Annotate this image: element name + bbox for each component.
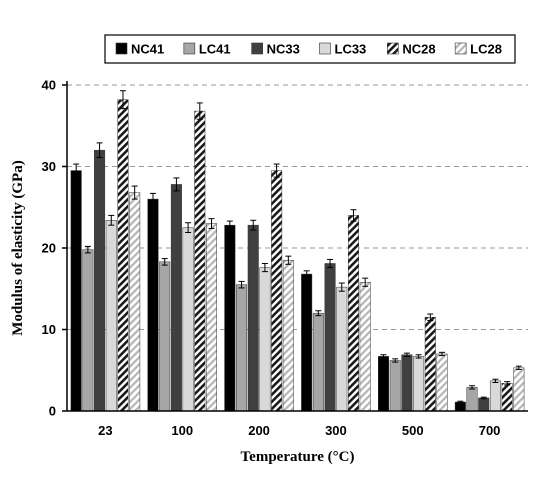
- legend-label: NC41: [131, 42, 164, 57]
- bar: [259, 267, 271, 412]
- bar: [301, 273, 313, 412]
- legend-swatch: [251, 42, 263, 55]
- bar: [312, 312, 324, 412]
- legend-label: NC33: [267, 42, 300, 57]
- y-tick-label: 40: [42, 78, 56, 93]
- bar: [413, 356, 425, 412]
- x-tick-label: 200: [248, 423, 270, 438]
- bar: [129, 192, 141, 412]
- bar: [466, 387, 478, 412]
- y-tick-label: 10: [42, 322, 56, 337]
- x-tick-label: 300: [325, 423, 347, 438]
- legend-swatch: [319, 42, 331, 55]
- legend-swatch: [454, 42, 467, 55]
- bar: [117, 99, 129, 412]
- legend-swatch: [183, 42, 196, 55]
- bar: [424, 317, 436, 412]
- bar: [170, 184, 182, 412]
- y-tick-label: 30: [42, 159, 56, 174]
- bar: [324, 263, 336, 412]
- axes: [62, 81, 528, 412]
- bar: [478, 397, 490, 412]
- legend-box: [104, 34, 516, 64]
- bar: [513, 367, 525, 412]
- bar: [147, 198, 159, 412]
- legend-label: NC28: [402, 42, 435, 57]
- bar: [389, 360, 401, 412]
- bar: [224, 224, 236, 412]
- bar: [359, 281, 371, 412]
- bar-series: [70, 90, 525, 412]
- bar: [94, 149, 106, 412]
- legend-label: LC33: [335, 42, 367, 57]
- y-tick-label: 20: [42, 241, 56, 256]
- bar: [271, 170, 283, 412]
- x-tick-label: 100: [171, 423, 193, 438]
- gridlines: [67, 84, 528, 330]
- x-tick-label: 500: [402, 423, 424, 438]
- legend-label: LC28: [470, 42, 502, 57]
- bar: [236, 284, 248, 412]
- bar: [401, 354, 413, 412]
- bar: [182, 227, 194, 412]
- bar: [105, 220, 117, 412]
- bar: [82, 249, 94, 412]
- x-tick-label: 23: [98, 423, 112, 438]
- bar: [70, 170, 82, 412]
- x-tick-label: 700: [479, 423, 501, 438]
- legend-swatch: [115, 42, 128, 55]
- y-tick-label: 0: [49, 404, 56, 419]
- legend-swatch: [387, 42, 399, 55]
- x-tick-labels: 23 100 200 300 500 700: [98, 423, 500, 438]
- bar: [336, 286, 348, 412]
- bar: [194, 110, 206, 412]
- bar: [347, 215, 359, 412]
- bar: [247, 224, 259, 412]
- legend: NC41 LC41 NC33 LC33 NC28 LC28: [104, 34, 516, 64]
- bar: [454, 401, 466, 412]
- y-axis-title: Modulus of elasticity (GPa): [10, 160, 26, 335]
- bar: [378, 356, 389, 412]
- bar: [206, 223, 217, 412]
- y-tick-labels: 0 10 20 30 40: [42, 78, 56, 419]
- x-axis-title: Temperature (°C): [241, 449, 355, 465]
- bar: [282, 259, 294, 412]
- bar: [489, 380, 501, 412]
- legend-label: LC41: [199, 42, 231, 57]
- bar: [501, 383, 513, 412]
- bar: [159, 261, 171, 412]
- bar: [436, 353, 448, 412]
